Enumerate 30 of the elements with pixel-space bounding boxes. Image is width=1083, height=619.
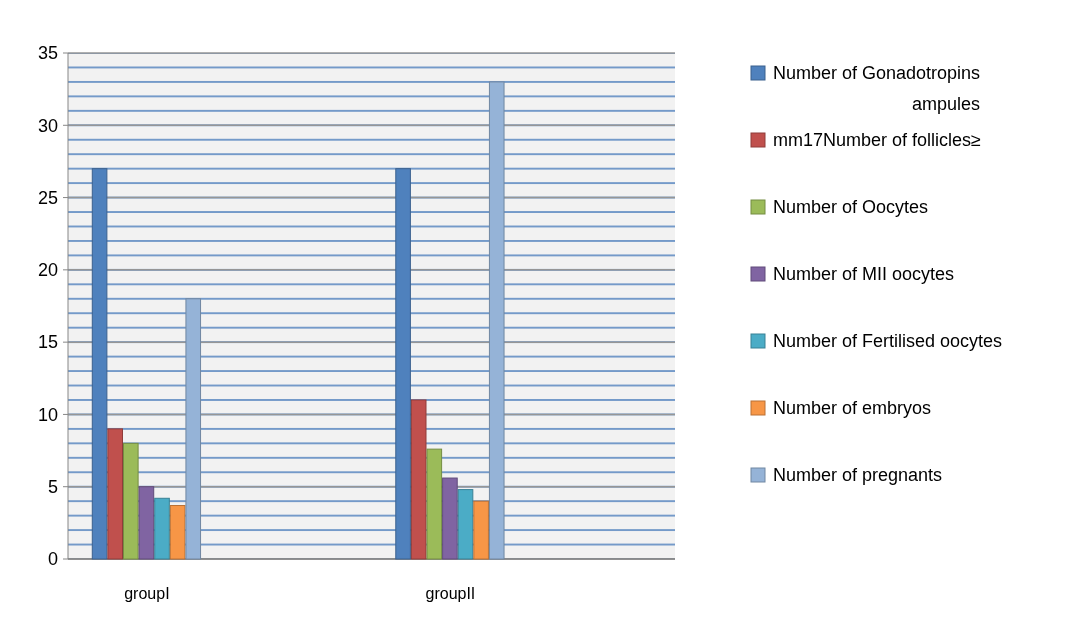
x-tick-label: groupI xyxy=(124,585,170,602)
bar xyxy=(395,168,411,560)
bar xyxy=(91,168,108,560)
bar xyxy=(473,500,489,560)
legend-label: Number of embryos xyxy=(773,398,932,419)
bar xyxy=(138,486,155,560)
legend-label: Number of Fertilised oocytes xyxy=(773,331,1003,352)
bar xyxy=(123,442,139,560)
y-tick-label: 25 xyxy=(37,187,58,208)
y-tick-label: 5 xyxy=(47,477,58,498)
x-tick-label: groupII xyxy=(425,585,476,602)
bar xyxy=(442,477,458,560)
bar xyxy=(426,448,443,560)
bar xyxy=(154,497,170,560)
y-tick-label: 15 xyxy=(37,332,58,353)
y-tick-label: 0 xyxy=(47,549,58,570)
legend-label: mm17Number of follicles≥ xyxy=(773,130,982,151)
bar xyxy=(410,399,427,560)
y-tick-label: 35 xyxy=(37,43,58,64)
bar xyxy=(185,298,202,560)
y-tick-label: 30 xyxy=(37,115,58,136)
y-tick-label: 10 xyxy=(37,404,58,425)
bar xyxy=(107,428,123,560)
y-tick-label: 20 xyxy=(37,260,58,281)
bar xyxy=(488,81,505,560)
legend-label: Number of Oocytes xyxy=(773,197,929,218)
bar xyxy=(457,489,474,560)
bar xyxy=(169,505,186,560)
legend-label: Number of pregnants xyxy=(773,465,943,486)
legend-label: Number of MII oocytes xyxy=(773,264,955,285)
